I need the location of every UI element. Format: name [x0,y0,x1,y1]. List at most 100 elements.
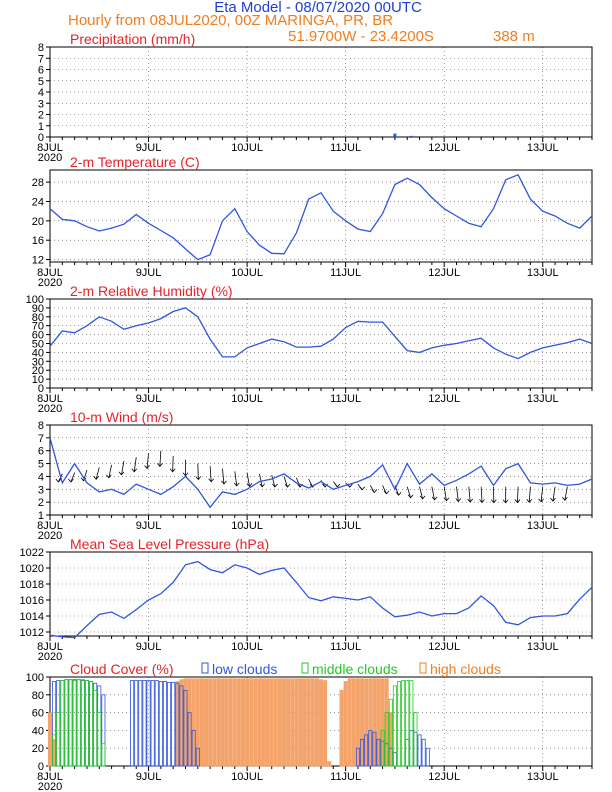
x-tick-label: 9JUL [136,267,162,279]
wind-arrow [172,455,174,472]
y-tick-label: 10 [32,374,44,386]
x-year-label: 2020 [38,781,62,792]
wind-arrow-head [538,498,544,503]
wind-arrow-head [455,498,462,503]
x-tick-label: 10JUL [231,142,263,154]
x-year-label: 2020 [38,403,62,415]
high-clouds-bar [314,678,319,767]
low-clouds-bar [72,679,77,767]
high-clouds-bar [351,678,356,767]
low-clouds-bar [425,747,430,767]
wind-arrow-head [479,499,485,504]
panel-title: 2-m Temperature (C) [70,154,200,170]
wind-arrow [159,450,162,467]
panel-pressure: 1012 1014 1016 1018 1020 1022 8JUL 9JUL 10JUL 11J… [20,536,593,663]
wind-arrow-head [105,474,112,479]
high-clouds-bar [347,678,352,767]
legend-swatch [201,662,209,674]
x-tick-label: 10JUL [231,267,263,279]
high-clouds-bar [384,678,389,767]
y-tick-label: 3 [38,484,44,496]
middle-clouds-bar [409,680,414,767]
y-tick-label: 1 [38,510,44,522]
x-tick-label: 12JUL [428,267,460,279]
panel-temperature: 12 16 20 24 28 8JUL 9JUL 10JUL 11JUL 12JUL 13JUL 20… [32,154,593,289]
high-clouds-bar [257,678,262,767]
high-clouds-bar [265,678,270,767]
wind-arrow-head [80,477,87,482]
high-clouds-bar [195,678,200,767]
panel-frame [49,169,593,263]
y-tick-label: 6 [38,65,44,77]
wind-arrow-head [118,471,125,476]
low-clouds-bar [130,680,135,767]
low-clouds-bar [421,738,426,767]
high-clouds-bar [236,678,241,767]
wind-arrow-head [208,478,214,483]
y-tick-label: 0 [38,761,44,773]
legend-swatch [419,662,427,674]
wind-arrow [222,468,225,484]
middle-clouds-bar [56,712,61,767]
high-clouds-bar [228,678,233,767]
wind-arrow-head [68,478,74,483]
y-tick-label: 80 [32,690,44,702]
high-clouds-bar [261,678,266,767]
low-clouds-bar [392,752,397,767]
low-clouds-bar [167,681,172,767]
y-tick-label: 28 [32,177,44,189]
x-tick-label: 11JUL [330,142,361,154]
low-clouds-bar [175,682,180,767]
y-tick-label: 6 [38,446,44,458]
middle-clouds-bar [405,680,410,767]
low-clouds-bar [97,685,102,767]
x-tick-label: 11JUL [330,641,361,653]
middle-clouds-bar [397,681,402,767]
x-tick-label: 9JUL [136,393,162,405]
low-clouds-bar [191,730,196,767]
wind-arrow-head [431,496,438,501]
x-tick-label: 11JUL [330,771,361,783]
wind-arrow [133,457,137,472]
wind-arrow [431,486,435,500]
high-clouds-bar [48,712,53,767]
y-tick-label: 1012 [20,627,44,639]
panel-title: Mean Sea Level Pressure (hPa) [70,536,269,552]
high-clouds-bar [355,678,360,767]
precip-bar [409,135,413,137]
middle-clouds-bar [80,679,85,767]
middle-clouds-bar [52,734,57,767]
high-clouds-bar [318,679,323,767]
y-tick-label: 50 [32,339,44,351]
low-clouds-bar [64,679,69,767]
wind-arrow [146,453,149,469]
high-clouds-bar [183,678,188,767]
middle-clouds-bar [101,743,106,767]
high-clouds-bar [277,678,282,767]
x-tick-label: 11JUL [330,393,361,405]
wind-arrow-head [221,480,227,485]
x-tick-label: 8JUL [37,142,63,154]
high-clouds-bar [294,678,299,767]
y-tick-label: 1022 [20,547,44,559]
x-tick-label: 11JUL [330,267,361,279]
wind-arrow [540,486,544,502]
wind-arrow-head [246,483,253,488]
y-tick-label: 7 [38,53,44,65]
y-tick-label: 2 [38,497,44,509]
wind-arrow-head [93,476,99,480]
high-clouds-bar [245,678,250,767]
high-clouds-bar [298,678,303,767]
low-clouds-bar [93,682,98,767]
wind-arrow-head [395,491,402,496]
x-tick-label: 10JUL [231,641,263,653]
wind-arrow [552,486,556,502]
wind-arrow-head [550,497,556,502]
high-clouds-bar [380,678,385,767]
wind-arrow-head [144,465,150,470]
middle-clouds-bar [380,730,385,767]
x-tick-label: 8JUL [37,520,63,532]
middle-clouds-bar [76,679,81,767]
y-tick-label: 7 [38,433,44,445]
